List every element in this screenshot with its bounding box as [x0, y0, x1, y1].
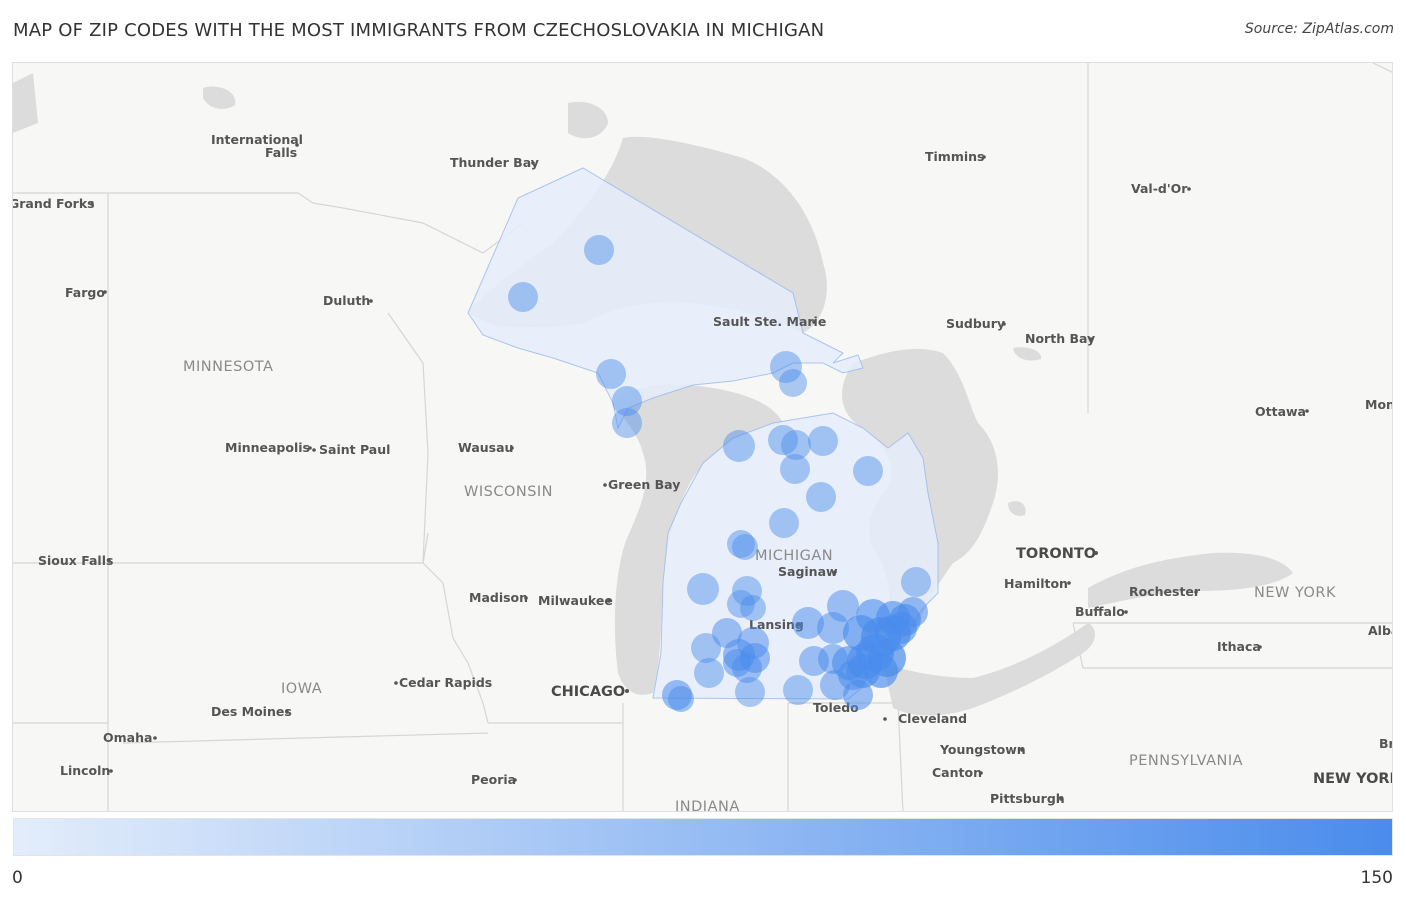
zip-bubble[interactable]: [770, 351, 802, 383]
zip-bubbles[interactable]: [508, 235, 931, 712]
zip-bubble[interactable]: [668, 686, 694, 712]
legend-min-label: 0: [12, 868, 23, 888]
state-label-minnesota: MINNESOTA: [183, 359, 273, 375]
zip-bubble[interactable]: [864, 654, 898, 688]
city-label-lincoln: Lincoln: [60, 763, 110, 778]
city-label-hamilton: Hamilton: [1004, 576, 1068, 591]
city-label-ottawa: Ottawa: [1255, 404, 1306, 419]
zip-bubble[interactable]: [612, 408, 642, 438]
zip-bubble[interactable]: [727, 530, 755, 558]
zip-bubble[interactable]: [781, 430, 811, 460]
zip-bubble[interactable]: [780, 454, 810, 484]
zip-bubble[interactable]: [806, 482, 836, 512]
zip-bubble[interactable]: [584, 235, 614, 265]
zip-bubble[interactable]: [723, 649, 751, 677]
zip-bubble[interactable]: [612, 386, 642, 416]
zip-bubble[interactable]: [783, 675, 813, 705]
city-label-north-bay: North Bay: [1025, 331, 1095, 346]
city-label-bridgeport: Bri: [1379, 736, 1393, 751]
zip-bubble[interactable]: [808, 426, 838, 456]
zip-bubble[interactable]: [779, 369, 807, 397]
zip-bubble[interactable]: [853, 456, 883, 486]
city-label-green-bay: Green Bay: [608, 477, 680, 492]
city-label-peoria: Peoria: [471, 772, 516, 787]
zip-bubble[interactable]: [691, 633, 721, 663]
city-label-ithaca: Ithaca: [1217, 639, 1261, 654]
zip-bubble[interactable]: [843, 680, 873, 710]
zip-bubble[interactable]: [768, 425, 798, 455]
city-label-cedar-rapids: Cedar Rapids: [399, 675, 492, 690]
city-label-duluth: Duluth: [323, 293, 370, 308]
city-dot: [625, 689, 629, 693]
zip-bubble[interactable]: [732, 534, 758, 560]
city-label-international-falls-2: Falls: [265, 145, 297, 160]
zip-bubble[interactable]: [735, 677, 765, 707]
zip-bubble[interactable]: [817, 612, 849, 644]
metro-label-toronto: TORONTO: [1016, 546, 1096, 562]
state-borders: [13, 63, 1392, 811]
city-label-albany: Alba: [1368, 623, 1393, 638]
city-dot: [1094, 551, 1098, 555]
map-view[interactable]: MINNESOTA WISCONSIN MICHIGAN IOWA INDIAN…: [12, 62, 1393, 812]
city-label-des-moines: Des Moines: [211, 704, 292, 719]
city-label-sault-ste-marie: Sault Ste. Marie: [713, 314, 826, 329]
legend-max-label: 150: [1360, 868, 1393, 888]
city-label-youngstown: Youngstown: [939, 742, 1026, 757]
city-dots: [90, 143, 1309, 801]
zip-bubble[interactable]: [769, 508, 799, 538]
zip-bubble[interactable]: [596, 359, 626, 389]
city-label-lansing: Lansing: [749, 617, 804, 632]
state-label-iowa: IOWA: [281, 681, 322, 697]
zip-bubble[interactable]: [508, 282, 538, 312]
city-label-buffalo: Buffalo: [1075, 604, 1125, 619]
city-label-saint-paul: Saint Paul: [319, 442, 390, 457]
city-label-minneapolis: Minneapolis: [225, 440, 310, 455]
city-label-timmins: Timmins: [925, 149, 985, 164]
map-canvas: MINNESOTA WISCONSIN MICHIGAN IOWA INDIAN…: [13, 63, 1393, 812]
city-label-madison: Madison: [469, 590, 528, 605]
city-label-international-falls: International: [211, 132, 303, 147]
city-label-pittsburgh: Pittsburgh: [990, 791, 1065, 806]
state-label-michigan: MICHIGAN: [755, 548, 833, 564]
city-label-milwaukee: Milwaukee: [538, 593, 613, 608]
zip-bubble[interactable]: [885, 612, 917, 644]
city-label-sioux-falls: Sioux Falls: [38, 553, 113, 568]
state-label-indiana: INDIANA: [675, 799, 740, 812]
state-label-pennsylvania: PENNSYLVANIA: [1129, 753, 1243, 769]
city-label-saginaw: Saginaw: [778, 564, 838, 579]
city-label-cleveland: Cleveland: [898, 711, 967, 726]
city-label-fargo: Fargo: [65, 285, 105, 300]
zip-bubble[interactable]: [901, 567, 931, 597]
source-credit: Source: ZipAtlas.com: [1244, 21, 1394, 37]
zip-bubble[interactable]: [687, 573, 719, 605]
zip-bubble[interactable]: [723, 430, 755, 462]
city-label-wausau: Wausau: [458, 440, 513, 455]
city-label-sudbury: Sudbury: [946, 316, 1005, 331]
zip-bubble[interactable]: [740, 595, 766, 621]
state-label-new-york: NEW YORK: [1254, 585, 1336, 601]
city-label-montreal: Mon: [1365, 397, 1393, 412]
city-label-grand-forks: Grand Forks: [13, 196, 95, 211]
city-label-val-dor: Val-d'Or: [1131, 181, 1188, 196]
city-label-canton: Canton: [932, 765, 982, 780]
city-label-new-york-city: NEW YORK: [1313, 771, 1393, 787]
city-label-omaha: Omaha: [103, 730, 152, 745]
zip-bubble[interactable]: [792, 607, 824, 639]
state-label-wisconsin: WISCONSIN: [464, 484, 553, 500]
city-label-rochester: Rochester: [1129, 584, 1201, 599]
city-label-thunder-bay: Thunder Bay: [450, 155, 539, 170]
zip-bubble[interactable]: [727, 590, 755, 618]
page-title: MAP OF ZIP CODES WITH THE MOST IMMIGRANT…: [13, 20, 825, 41]
zip-bubble[interactable]: [820, 670, 850, 700]
zip-bubble[interactable]: [732, 576, 762, 606]
metro-label-chicago: CHICAGO: [551, 684, 625, 700]
zip-bubble[interactable]: [694, 658, 724, 688]
legend-color-scale: [13, 818, 1393, 856]
